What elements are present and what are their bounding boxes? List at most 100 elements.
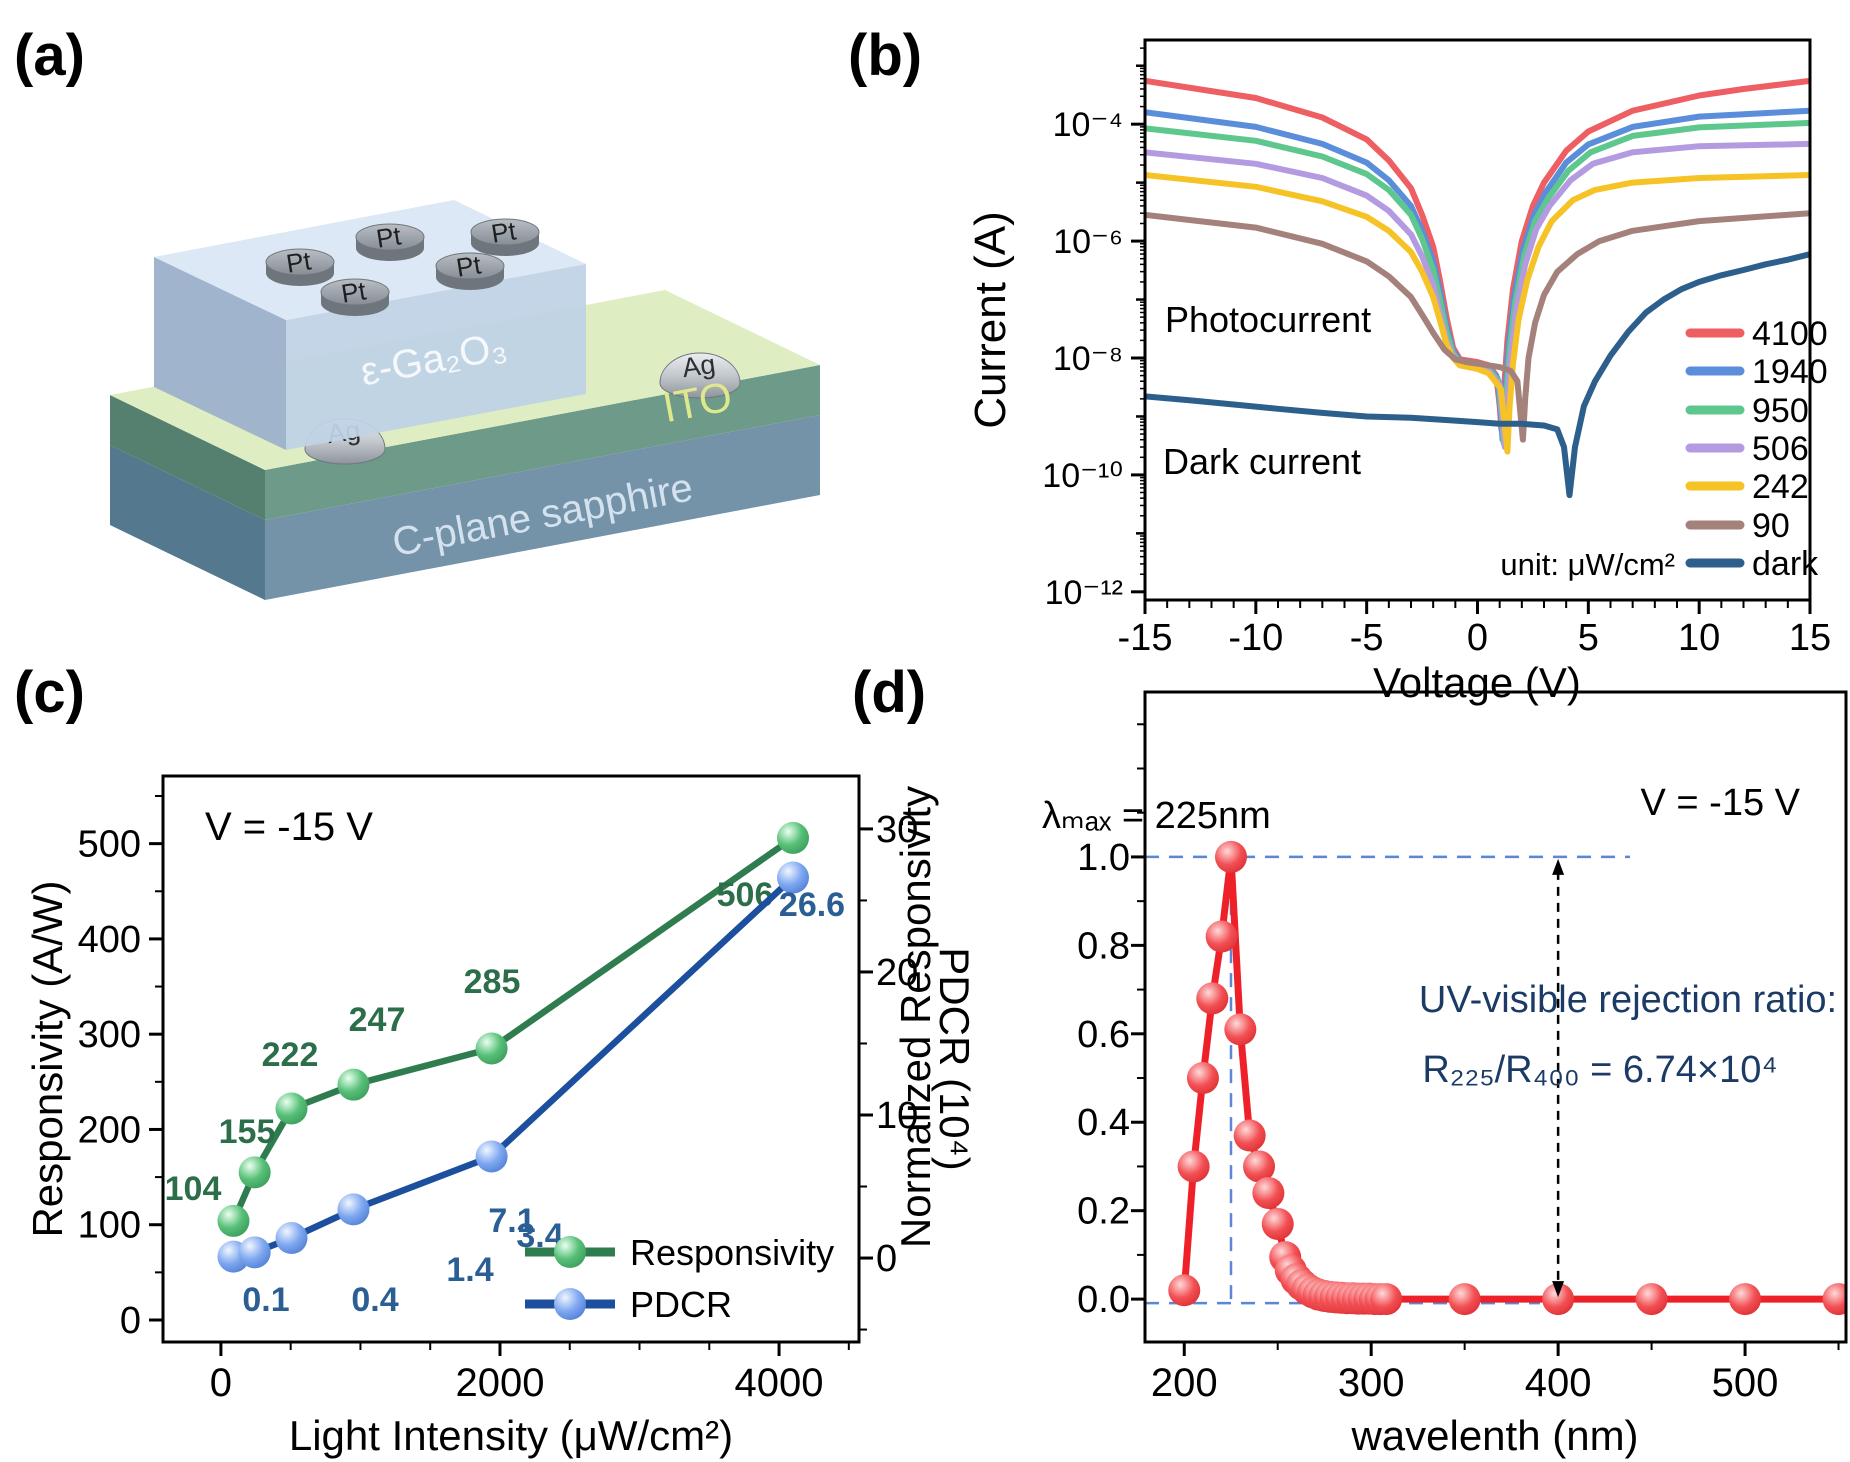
data-point-spectrum: [1224, 1013, 1257, 1046]
y-right-tick-label: 30: [876, 809, 918, 851]
legend-label: PDCR: [630, 1284, 732, 1325]
data-point-spectrum: [1177, 1150, 1210, 1183]
legend-label: 950: [1752, 392, 1809, 430]
annotation-rejection-1: UV-visible rejection ratio:: [1419, 979, 1837, 1021]
series-line-242: [1145, 172, 1810, 455]
pt-contact-top: [320, 278, 390, 306]
axis-title-y: Normalized Responsivity: [892, 786, 939, 1248]
data-point-Responsivity: [475, 1032, 508, 1065]
x-tick-label: 4000: [735, 1361, 824, 1405]
x-tick-label: 5: [1578, 617, 1599, 659]
y-tick-label: 10⁻¹²: [1045, 574, 1123, 612]
legend-label: 506: [1752, 430, 1809, 468]
annotation-unit: unit: μW/cm²: [1500, 547, 1675, 582]
panel-d-curve: [1168, 840, 1846, 1316]
x-tick-label: 0: [1467, 617, 1488, 659]
x-tick-label: 2000: [455, 1361, 544, 1405]
annotation-bias: V = -15 V: [205, 805, 373, 849]
data-point-spectrum: [1729, 1283, 1762, 1316]
y-right-tick-label: 20: [876, 952, 918, 994]
data-point-spectrum: [1214, 840, 1247, 873]
data-point-spectrum: [1243, 1150, 1276, 1183]
point-label: 7.1: [488, 1202, 535, 1240]
y-left-tick-label: 100: [78, 1205, 141, 1247]
panel-c-label: (c): [14, 660, 85, 725]
y-tick-label: 10⁻⁸: [1053, 340, 1123, 378]
y-tick-label: 10⁻⁴: [1053, 106, 1123, 144]
y-left-tick-label: 200: [78, 1109, 141, 1151]
x-tick-label: -15: [1118, 617, 1173, 659]
x-tick-label: 15: [1789, 617, 1831, 659]
point-label: 0.4: [351, 1281, 398, 1319]
panel-d-label: (d): [852, 660, 926, 725]
pt-contact-top: [470, 218, 540, 246]
y-tick-label: 0.8: [1077, 925, 1130, 967]
x-tick-label: -10: [1228, 617, 1283, 659]
y-left-tick-label: 300: [78, 1014, 141, 1056]
series-line-90: [1145, 210, 1810, 443]
axis-title-x: wavelenth (nm): [1350, 1412, 1638, 1459]
legend-label: 242: [1752, 468, 1809, 506]
legend-label: dark: [1752, 545, 1819, 583]
data-point-Responsivity: [217, 1204, 250, 1237]
axis-box: [161, 774, 861, 1344]
y-left-tick-label: 0: [120, 1300, 141, 1342]
data-point-spectrum: [1822, 1283, 1846, 1316]
data-point-Responsivity: [275, 1092, 308, 1125]
data-point-spectrum: [1186, 1062, 1219, 1095]
sapphire-left-face: [110, 445, 265, 600]
x-tick-label: 200: [1151, 1361, 1218, 1405]
ga2o3-left-face: [154, 257, 286, 450]
annotation-bias: V = -15 V: [1641, 782, 1801, 824]
axis-title-y: Current (A): [966, 211, 1015, 429]
data-point-PDCR: [275, 1222, 308, 1255]
data-point-spectrum: [1205, 920, 1238, 953]
x-tick-label: 300: [1338, 1361, 1405, 1405]
data-point-Responsivity: [777, 821, 809, 854]
data-point-spectrum: [1233, 1119, 1266, 1152]
legend-label: 1940: [1752, 353, 1828, 391]
series-line-Responsivity: [230, 834, 797, 1225]
y-tick-label: 10⁻⁶: [1053, 223, 1123, 261]
point-label: 155: [219, 1113, 276, 1151]
axis-title-x: Voltage (V): [1373, 659, 1581, 706]
data-point-spectrum: [1261, 1207, 1294, 1240]
legend-marker: [554, 1288, 586, 1320]
x-tick-label: -5: [1350, 617, 1384, 659]
pt-contact-label: Pt: [489, 215, 519, 249]
y-tick-label: 0.4: [1077, 1102, 1130, 1144]
y-left-tick-label: 400: [78, 919, 141, 961]
point-label: 222: [262, 1036, 319, 1074]
series-line-506: [1145, 140, 1810, 450]
pt-contact-label: Pt: [339, 275, 369, 309]
annotation-photocurrent: Photocurrent: [1165, 299, 1371, 340]
pt-contact-top: [265, 248, 335, 276]
x-tick-label: 10: [1678, 617, 1720, 659]
y-tick-label: 10⁻¹⁰: [1042, 457, 1123, 495]
data-point-spectrum: [1252, 1176, 1285, 1209]
annotation-peak: λₘₐₓ = 225nm: [1042, 795, 1271, 837]
y-right-tick-label: 0: [876, 1238, 897, 1280]
arrow-head-up: [1552, 858, 1565, 875]
x-tick-label: 500: [1712, 1361, 1779, 1405]
data-point-spectrum: [1168, 1274, 1201, 1307]
series-line-950: [1145, 119, 1810, 447]
annotation-rejection-2: R₂₂₅/R₄₀₀ = 6.74×10⁴: [1422, 1049, 1777, 1091]
y-tick-label: 1.0: [1077, 837, 1130, 879]
data-point-spectrum: [1370, 1283, 1403, 1316]
panel-c-responsivity-chart: (c) 0 2000 4000 0 100 200 300 400 500 0 10 20 30 Light…: [14, 660, 978, 1459]
pt-contact-label: Pt: [284, 245, 314, 279]
legend-label: 4100: [1752, 315, 1828, 353]
data-point-spectrum: [1196, 982, 1229, 1015]
point-label: 1.4: [446, 1251, 493, 1289]
series-line-dark: [1145, 251, 1810, 499]
y-tick-label: 0.6: [1077, 1014, 1130, 1056]
y-tick-label: 0.0: [1077, 1279, 1130, 1321]
data-point-PDCR: [238, 1236, 271, 1269]
panel-a-label: (a): [14, 23, 85, 88]
pt-contact-label: Pt: [374, 220, 404, 254]
arrow-head-down: [1552, 1281, 1565, 1298]
ito-front-face: [265, 365, 820, 520]
